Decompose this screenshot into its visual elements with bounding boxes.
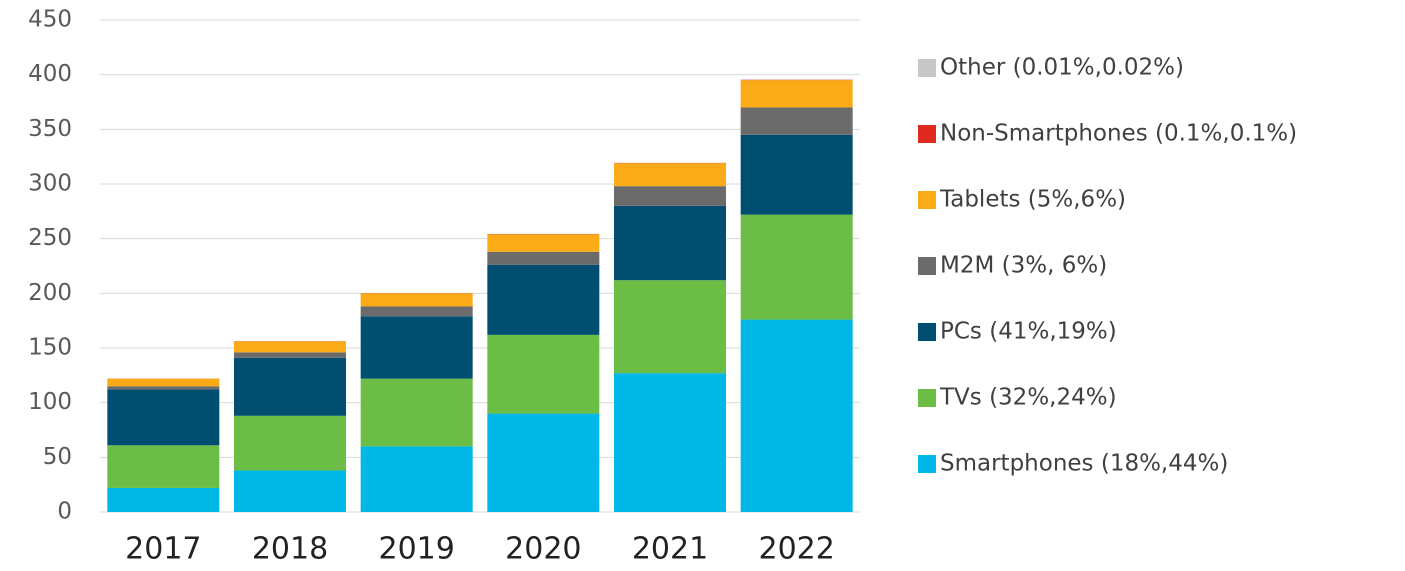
legend-swatch [918, 191, 936, 209]
legend-swatch [918, 389, 936, 407]
bar-segment [614, 205, 726, 281]
bar-segment [614, 163, 726, 187]
bar-segment [107, 378, 220, 387]
bar-segment [740, 214, 853, 320]
x-tick-label: 2021 [632, 532, 708, 567]
bar-segment [360, 446, 473, 512]
y-tick-label: 50 [43, 444, 72, 470]
bar-segment [614, 373, 726, 512]
bar-segment [740, 319, 853, 512]
x-tick-label: 2019 [378, 532, 454, 567]
y-tick-label: 150 [28, 335, 72, 361]
legend-swatch [918, 257, 936, 275]
bar-segment [234, 470, 346, 512]
legend-label: Non-Smartphones (0.1%,0.1%) [940, 121, 1297, 147]
bar-segment [107, 487, 220, 512]
bar-segment [740, 80, 853, 108]
y-tick-label: 300 [28, 171, 72, 197]
legend-swatch [918, 59, 936, 77]
legend-label: PCs (41%,19%) [940, 319, 1117, 345]
bar-segment [740, 107, 853, 135]
legend-label: Smartphones (18%,44%) [940, 451, 1228, 477]
bar-segment [234, 357, 346, 416]
bar-segment [360, 316, 473, 379]
x-tick-label: 2020 [505, 532, 581, 567]
y-tick-label: 350 [28, 116, 72, 142]
legend-swatch [918, 125, 936, 143]
legend-label: M2M (3%, 6%) [940, 253, 1107, 279]
y-tick-label: 450 [28, 7, 72, 33]
bar-segment [107, 389, 220, 446]
y-tick-label: 0 [57, 499, 72, 525]
bar-segment [487, 234, 600, 252]
bar-segment [614, 280, 726, 374]
legend-label: Tablets (5%,6%) [939, 187, 1126, 213]
legend-swatch [918, 323, 936, 341]
bar-segment [487, 413, 600, 512]
bar-segment [740, 134, 853, 215]
bar-segment [234, 341, 346, 353]
bar-segment [487, 251, 600, 265]
bar-segment [234, 352, 346, 358]
legend-label: Other (0.01%,0.02%) [940, 55, 1184, 81]
bar-segment [360, 378, 473, 447]
bar-segment [487, 334, 600, 414]
y-tick-label: 400 [28, 61, 72, 87]
bar-segment [614, 186, 726, 206]
y-tick-label: 250 [28, 225, 72, 251]
x-tick-label: 2018 [252, 532, 328, 567]
x-tick-label: 2022 [758, 532, 834, 567]
bar-segment [360, 293, 473, 307]
bar-segment [234, 415, 346, 471]
x-tick-label: 2017 [125, 532, 201, 567]
y-tick-label: 200 [28, 280, 72, 306]
bar-segment [487, 264, 600, 335]
legend-label: TVs (32%,24%) [939, 385, 1117, 411]
bar-segment [360, 306, 473, 317]
bar-segment [107, 386, 220, 390]
y-tick-label: 100 [28, 389, 72, 415]
legend-swatch [918, 455, 936, 473]
bar-segment [107, 445, 220, 488]
